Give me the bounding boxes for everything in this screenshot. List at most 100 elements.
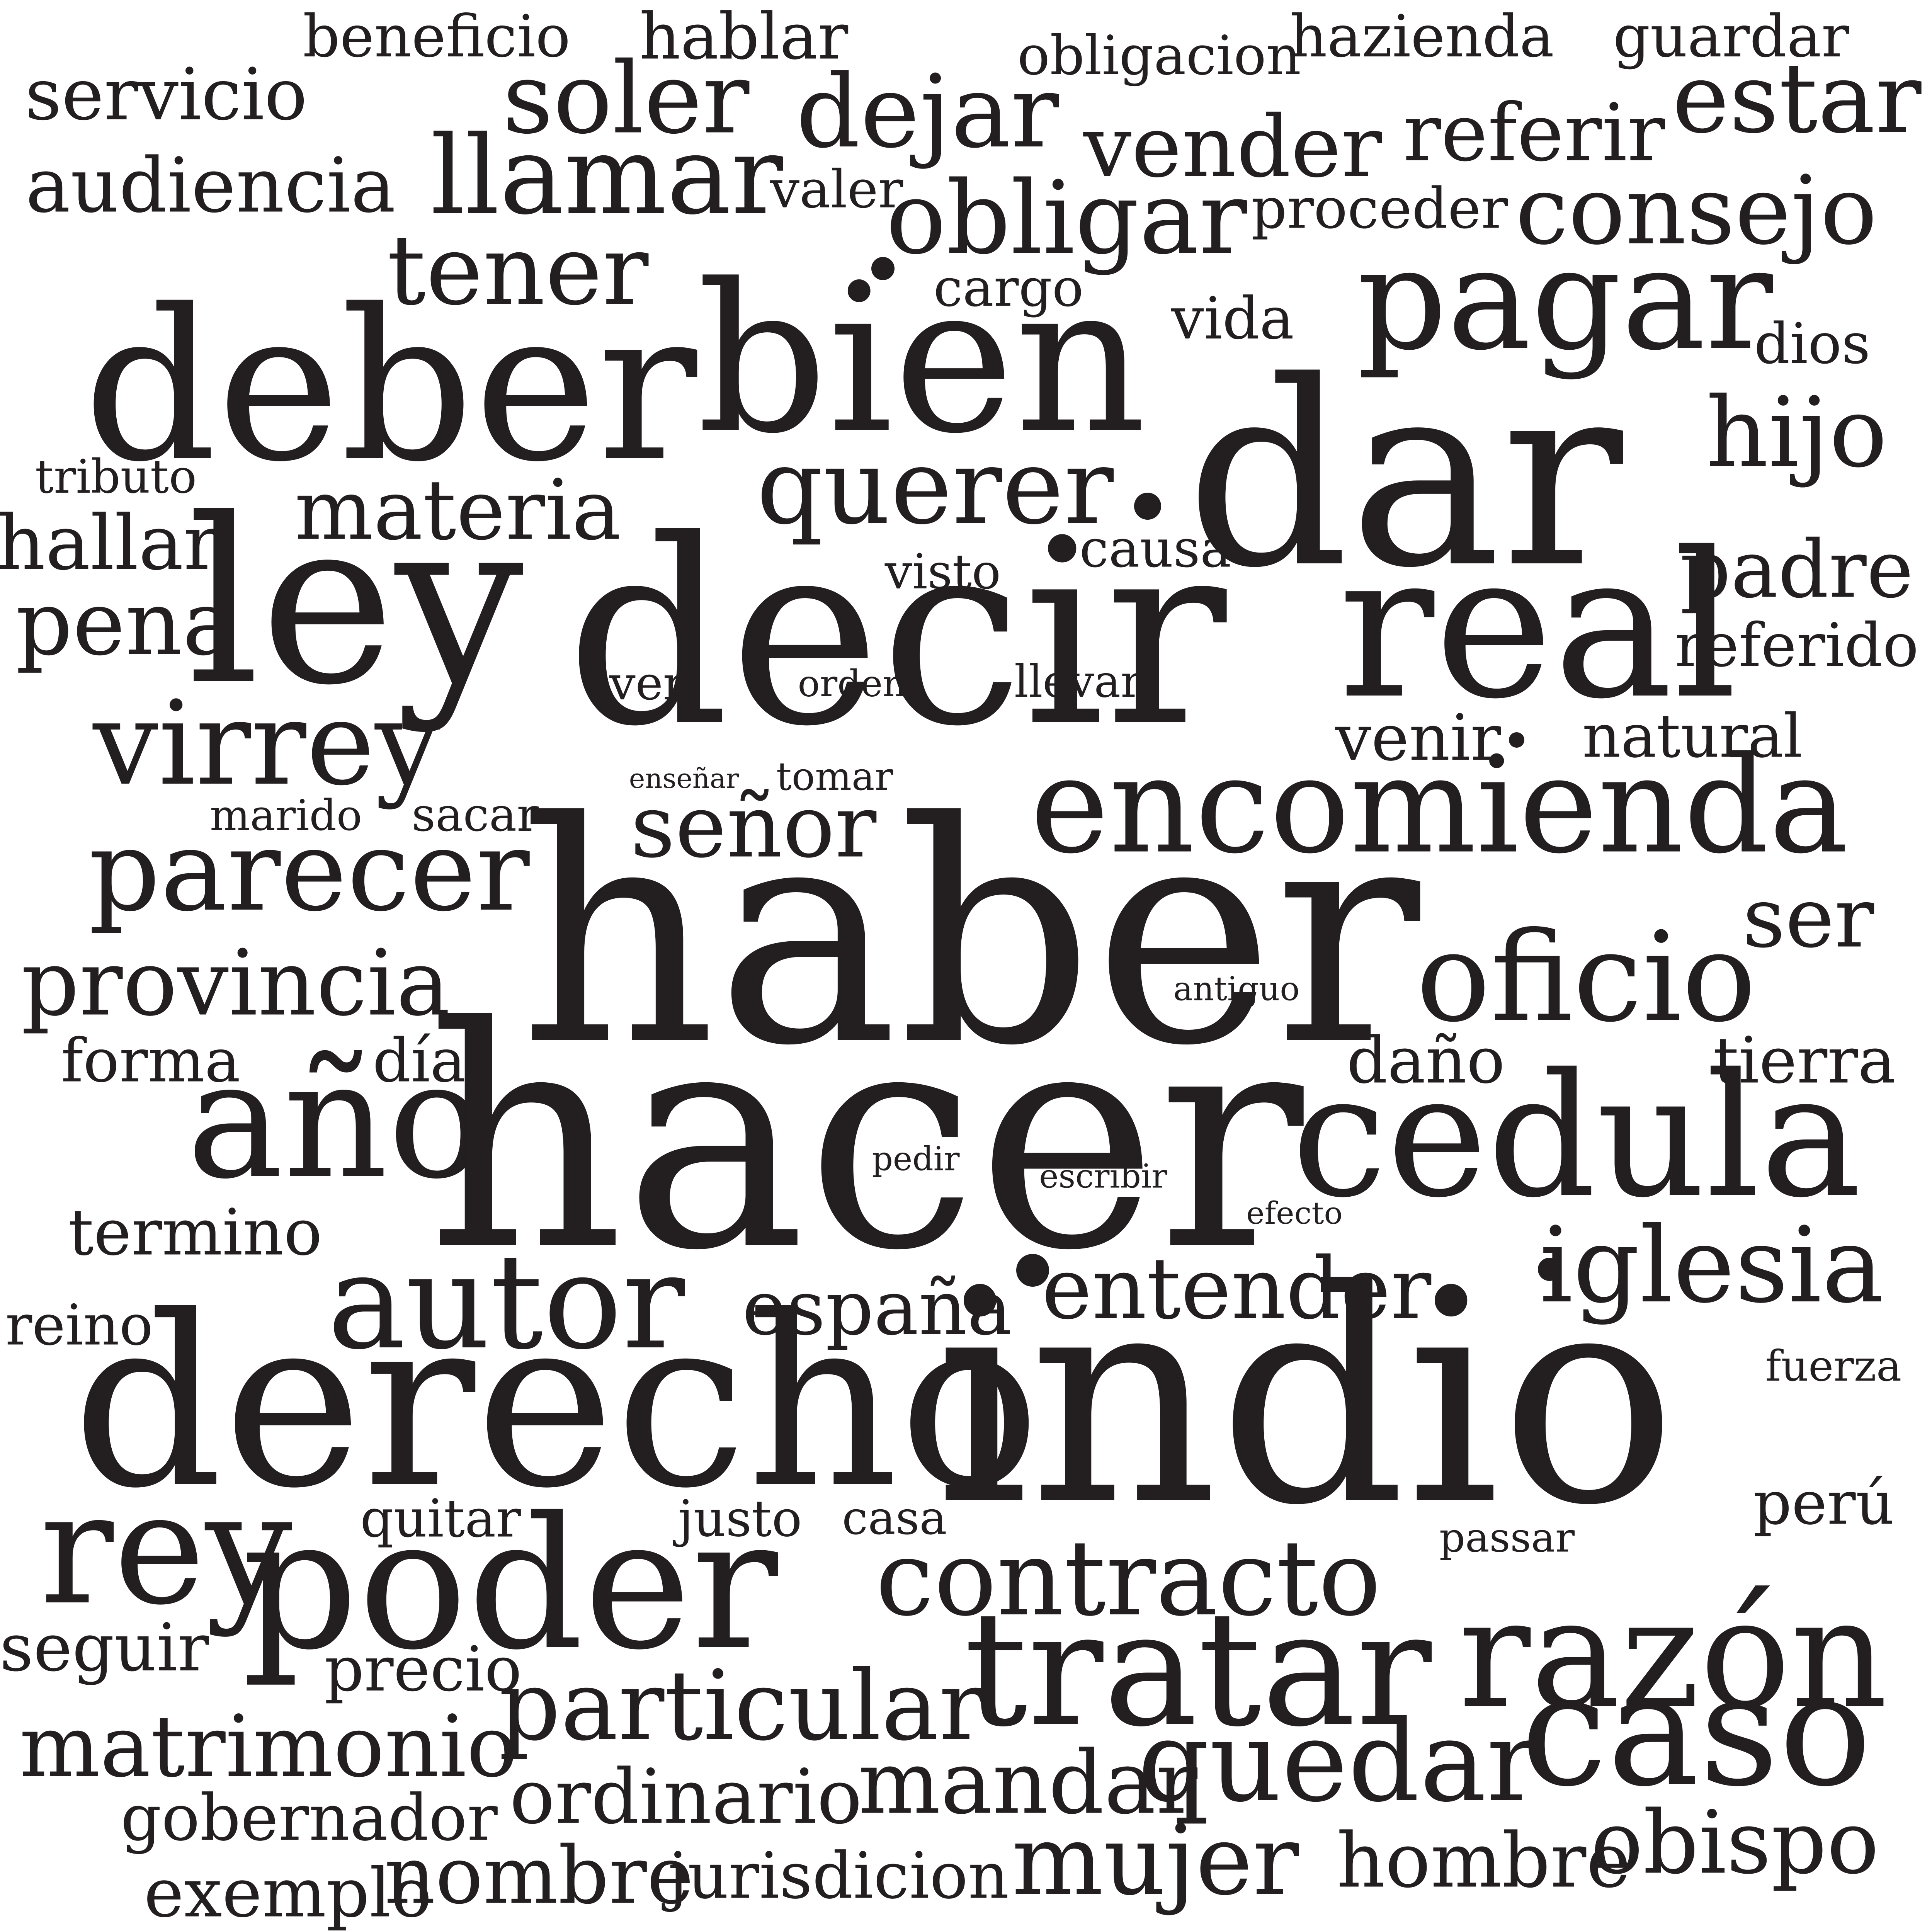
word-soler: soler <box>502 41 750 156</box>
word-ser: ser <box>1742 869 1874 966</box>
word-consejo: consejo <box>1515 155 1878 266</box>
word-sacar: sacar <box>412 788 539 842</box>
word-senor: señor <box>630 776 877 878</box>
word-causa: causa <box>1079 518 1231 579</box>
word-razon: razón <box>1458 1566 1888 1742</box>
word-justo: justo <box>678 1489 802 1548</box>
word-caso: caso <box>1520 1641 1872 1821</box>
word-referir: referir <box>1403 87 1665 179</box>
word-iglesia: iglesia <box>1539 1204 1884 1326</box>
word-ley: ley <box>187 470 524 735</box>
word-hablar: hablar <box>639 0 849 74</box>
word-reino: reino <box>5 1293 153 1358</box>
dot-4 <box>1016 1254 1049 1287</box>
word-hacer: hacer <box>427 962 1304 1317</box>
word-espana: españa <box>742 1264 1012 1352</box>
word-obispo: obispo <box>1590 1792 1879 1894</box>
word-poder: poder <box>242 1478 778 1690</box>
word-quitar: quitar <box>360 1488 521 1549</box>
word-estar: estar <box>1672 42 1922 155</box>
word-mandar: mandar <box>858 1732 1198 1834</box>
word-referido: referido <box>1675 610 1919 680</box>
word-peru: perú <box>1753 1468 1895 1538</box>
word-matrimonio: matrimonio <box>19 1697 518 1796</box>
word-nombre: nombre <box>384 1830 694 1922</box>
word-guardar: guardar <box>1613 3 1849 70</box>
word-ensenar: enseñar <box>629 763 739 794</box>
word-antiguo: antiguo <box>1173 970 1300 1009</box>
word-llevar: llevar <box>1014 656 1142 708</box>
dot-2 <box>1134 493 1161 520</box>
word-llamar: llamar <box>430 113 783 239</box>
word-dejar: dejar <box>796 54 1059 170</box>
word-dia: día <box>372 1026 466 1096</box>
word-passar: passar <box>1439 1514 1575 1561</box>
word-efecto: efecto <box>1246 1195 1343 1231</box>
word-entender: entender <box>1041 1239 1432 1338</box>
word-tierra: tierra <box>1713 1023 1896 1098</box>
word-precio: precio <box>324 1633 522 1705</box>
word-dano: daño <box>1347 1023 1505 1098</box>
word-venir: venir <box>1335 701 1501 775</box>
word-tratar: tratar <box>964 1577 1432 1762</box>
word-padre: padre <box>1680 524 1913 616</box>
word-rey: rey <box>40 1459 293 1639</box>
dot-5 <box>1538 1258 1561 1281</box>
word-obligacion: obligacion <box>1017 24 1301 87</box>
word-vender: vender <box>1083 97 1382 196</box>
word-tomar: tomar <box>776 754 893 799</box>
word-pedir: pedir <box>872 1140 960 1179</box>
word-hallar: hallar <box>0 499 220 587</box>
word-mujer: mujer <box>1012 1804 1299 1917</box>
word-orden: orden <box>798 662 906 705</box>
word-fuerza: fuerza <box>1765 1341 1902 1391</box>
word-contracto: contracto <box>875 1517 1381 1639</box>
word-querer: querer <box>756 426 1114 548</box>
word-parecer: parecer <box>88 806 530 936</box>
word-pena: pena <box>15 572 236 675</box>
word-encomienda: encomienda <box>1030 728 1849 883</box>
word-hombre: hombre <box>1337 1816 1631 1905</box>
word-gobernador: gobernador <box>121 1781 498 1855</box>
word-jurisdicion: jurisdicion <box>668 1838 1009 1913</box>
word-indio: indio <box>935 1228 1677 1570</box>
word-provincia: provincia <box>21 930 451 1036</box>
dot-1 <box>871 257 895 280</box>
word-servicio: servicio <box>25 53 308 136</box>
word-seguir: seguir <box>0 1610 209 1686</box>
dot-3 <box>1509 732 1524 748</box>
word-quedar: quedar <box>1138 1697 1540 1827</box>
word-derecho: derecho <box>72 1265 1041 1540</box>
word-cedula: cedula <box>1291 1037 1862 1235</box>
word-decir: decir <box>566 485 1227 782</box>
word-marido: marido <box>209 791 362 840</box>
word-termino: termino <box>68 1195 322 1270</box>
word-autor: autor <box>327 1226 685 1379</box>
word-ver: ver <box>609 657 685 711</box>
word-haber: haber <box>519 757 1420 1112</box>
word-cargo: cargo <box>933 257 1084 318</box>
word-virrey: virrey <box>93 676 440 811</box>
word-particular: particular <box>498 1650 985 1762</box>
word-escribir: escribir <box>1039 1157 1167 1196</box>
word-exemplo: exemplo <box>144 1854 432 1932</box>
word-hijo: hijo <box>1706 376 1888 489</box>
word-proceder: proceder <box>1251 176 1508 242</box>
word-forma: forma <box>61 1026 241 1096</box>
word-natural: natural <box>1582 701 1803 771</box>
word-audiencia: audiencia <box>26 141 396 230</box>
word-valer: valer <box>770 159 903 220</box>
word-oficio: oficio <box>1416 906 1757 1049</box>
word-dios: dios <box>1754 311 1871 377</box>
word-bien: bien <box>697 240 1146 478</box>
word-obligar: obligar <box>886 160 1247 277</box>
word-dar: dar <box>1186 327 1623 624</box>
word-tener: tener <box>387 214 649 327</box>
word-materia: materia <box>294 461 621 559</box>
word-beneficio: beneficio <box>303 3 571 70</box>
word-casa: casa <box>842 1492 947 1545</box>
word-visto: visto <box>884 544 1001 600</box>
word-vida: vida <box>1171 285 1294 352</box>
word-real: real <box>1338 509 1738 743</box>
